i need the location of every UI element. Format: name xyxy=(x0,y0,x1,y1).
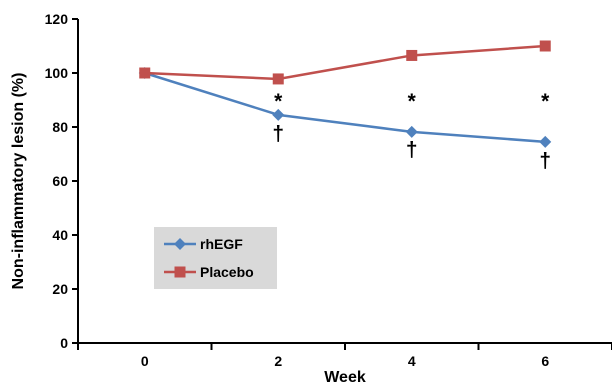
data-point-placebo xyxy=(406,49,418,61)
y-tick-label: 20 xyxy=(52,281,68,297)
x-tick-label: 6 xyxy=(541,353,549,369)
y-tick-label: 40 xyxy=(52,227,68,243)
legend-box xyxy=(154,227,277,289)
legend-marker xyxy=(174,238,186,250)
legend-label: Placebo xyxy=(200,264,254,280)
x-tick-label: 0 xyxy=(141,353,149,369)
data-point-rhegf xyxy=(272,108,285,121)
y-tick-label: 100 xyxy=(45,65,69,81)
y-tick-label: 80 xyxy=(52,119,68,135)
legend-label: rhEGF xyxy=(200,236,243,252)
series-line-placebo xyxy=(144,44,546,81)
data-point-placebo xyxy=(539,40,551,52)
legend: rhEGF Placebo xyxy=(154,227,277,289)
x-tick-label: 4 xyxy=(408,353,416,369)
significance-annotation: * xyxy=(274,90,283,113)
ticks: 0 20 40 60 80 100 120 0 2 4 6 xyxy=(45,11,612,369)
y-tick-label: 120 xyxy=(45,11,69,27)
significance-annotation: † xyxy=(272,122,284,145)
significance-annotation: * xyxy=(408,90,417,113)
significance-annotation: † xyxy=(406,139,418,162)
y-axis-title: Non-inflammatory lesion (%) xyxy=(10,73,27,290)
data-point-placebo xyxy=(139,67,151,79)
y-tick-label: 0 xyxy=(60,335,68,351)
y-tick-label: 60 xyxy=(52,173,68,189)
data-point-rhegf xyxy=(405,125,418,138)
data-point-rhegf xyxy=(539,135,552,148)
significance-annotation: * xyxy=(541,90,550,113)
legend-marker xyxy=(174,266,186,278)
annotations: * * * † † † xyxy=(272,90,551,172)
x-tick-label: 2 xyxy=(274,353,282,369)
significance-annotation: † xyxy=(539,149,551,172)
series-layer xyxy=(138,40,552,148)
x-axis-title: Week xyxy=(324,369,366,385)
series-line-rhegf xyxy=(144,71,546,144)
data-point-placebo xyxy=(272,73,284,85)
